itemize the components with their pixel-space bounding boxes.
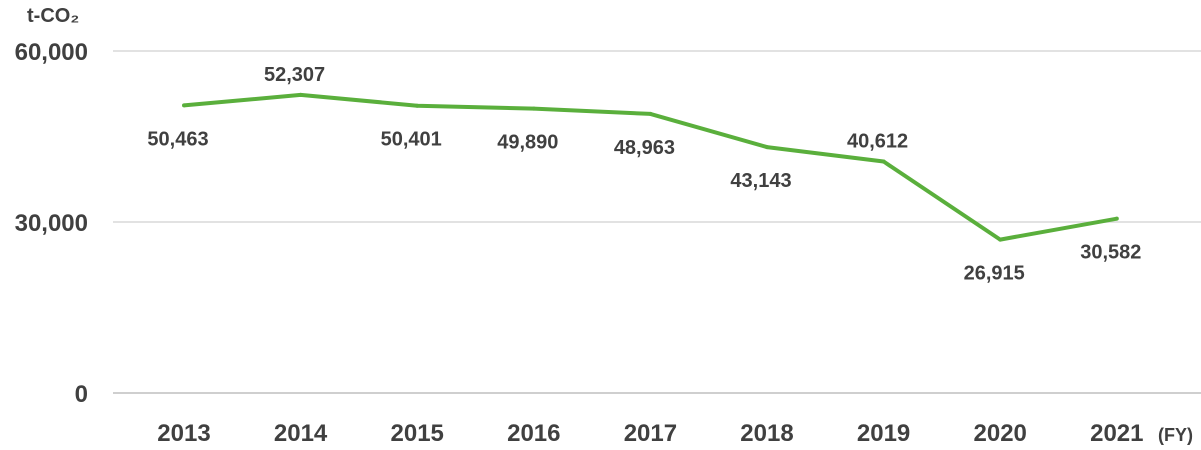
x-tick-label: 2021 xyxy=(1090,420,1143,447)
data-point xyxy=(415,103,420,108)
y-tick-label: 30,000 xyxy=(15,210,88,237)
series-layer xyxy=(182,92,1119,242)
data-point xyxy=(1114,216,1119,221)
data-point xyxy=(881,159,886,164)
x-tick-label: 2018 xyxy=(740,420,793,447)
y-tick-label: 0 xyxy=(75,381,88,408)
y-axis-ticks: 0 30,000 60,000 xyxy=(15,39,88,408)
data-label: 48,963 xyxy=(614,137,675,159)
x-tick-label: 2016 xyxy=(507,420,560,447)
y-tick-label: 60,000 xyxy=(15,39,88,66)
data-point xyxy=(765,145,769,150)
data-point xyxy=(998,237,1003,242)
x-axis-ticks: 2013 2014 2015 2016 2017 2018 2019 2020 2021 xyxy=(157,420,1143,447)
x-tick-label: 2017 xyxy=(624,420,677,447)
data-label: 40,612 xyxy=(847,131,908,153)
data-label: 52,307 xyxy=(264,64,325,86)
data-point xyxy=(531,106,536,111)
x-tick-label: 2015 xyxy=(391,420,444,447)
x-tick-label: 2019 xyxy=(857,420,910,447)
x-tick-label: 2014 xyxy=(274,420,328,447)
x-tick-label: 2020 xyxy=(974,420,1027,447)
data-label: 49,890 xyxy=(497,132,558,154)
data-labels: 50,463 52,307 50,401 49,890 48,963 43,143 40,6… xyxy=(147,64,1141,285)
y-axis-unit-label: t-CO₂ xyxy=(27,5,79,27)
series-line xyxy=(183,92,1118,242)
x-axis-unit-label: (FY) xyxy=(1158,425,1193,445)
data-point xyxy=(648,111,653,116)
data-label: 50,401 xyxy=(381,129,442,151)
data-label: 50,463 xyxy=(147,128,208,150)
x-tick-label: 2013 xyxy=(157,420,210,447)
data-label: 30,582 xyxy=(1080,242,1141,264)
data-label: 43,143 xyxy=(730,170,791,192)
data-point xyxy=(298,92,303,97)
data-point xyxy=(182,103,186,108)
data-label: 26,915 xyxy=(964,263,1025,285)
gridlines xyxy=(113,50,1201,394)
